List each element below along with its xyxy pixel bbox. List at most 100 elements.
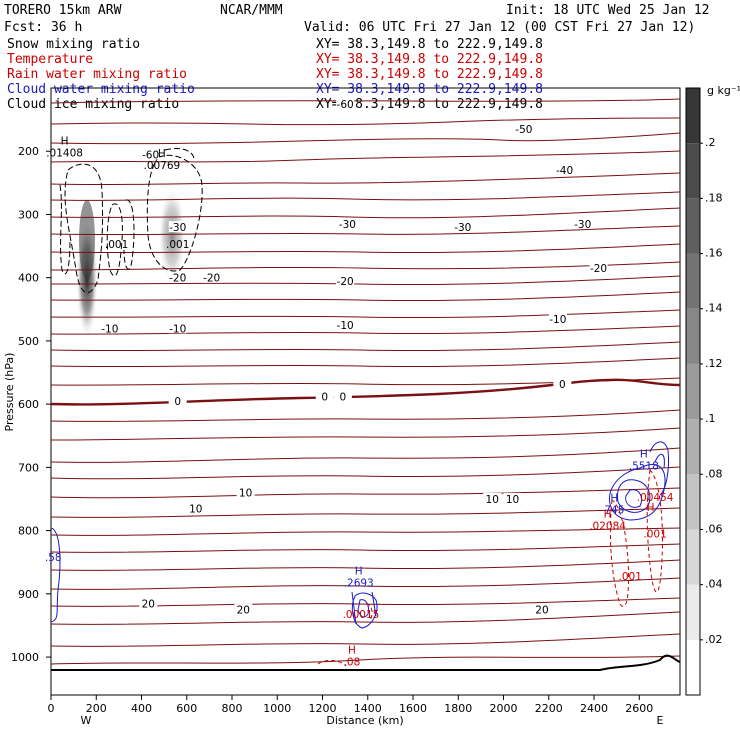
x-tick-label: 2000 [490,702,518,715]
extremum-value: 745 [604,505,624,517]
extremum-marker: H [158,148,166,160]
colorbar-tick-label: .12 [705,357,723,370]
extremum-value: .02084 [589,520,626,532]
colorbar-bin [686,639,700,695]
extremum-value: .00769 [143,160,180,172]
isotherm-label: 20 [237,605,250,617]
isotherm-label-bg [336,319,355,331]
isotherm-label: -20 [203,273,220,285]
isotherm-label: 10 [486,494,499,506]
isotherm-label: -10 [101,323,118,335]
colorbar-bin [686,529,700,585]
field-legend: Snow mixing ratio XY= 38.3,149.8 to 222.9… [7,37,543,112]
colorbar-unit: g kg⁻¹ [707,84,740,97]
field-name: Cloud water mixing ratio [7,82,195,97]
extremum-value: .2693 [344,577,374,589]
isotherm-label-bg [573,217,592,229]
extremum-value: .5518 [629,460,659,472]
isotherm-label-bg [336,97,355,109]
init-time: Init: 18 UTC Wed 25 Jan 12 [506,3,710,18]
isotherm-label: -30 [339,219,356,231]
colorbar-bin [686,474,700,530]
isotherm-label: -40 [556,165,573,177]
isotherm-label: -30 [574,219,591,231]
x-tick-label: 0 [48,702,55,715]
y-tick-label: 900 [18,588,39,601]
extremum-value: .001 [166,239,189,251]
field-name: Cloud ice mixing ratio [7,97,179,112]
field-xy: XY= 38.3,149.8 to 222.9,149.8 [316,37,543,52]
isotherm-label-bg [514,123,533,135]
isotherm-label: 10 [239,488,252,500]
isotherm-label-bg [100,322,119,334]
colorbar: .02 .04 .06 .08 .1 .12 .14 .16 .18 .2 [685,87,723,696]
x-tick-label: 2400 [580,702,608,715]
isotherm-label: 0 [321,392,328,404]
colorbar-tick-label: .14 [705,302,723,315]
isotherm-label-bg [555,164,574,176]
x-tick-label: 400 [131,702,152,715]
isotherm-label-bg [503,492,522,504]
isotherm-label: -30 [169,222,186,234]
colorbar-bin [686,198,700,254]
cloud-water-contours [51,441,669,629]
extremum-marker: H [348,644,356,656]
extremum-marker: H [604,508,612,520]
colorbar-frame [685,87,701,696]
colorbar-tick-label: .1 [705,412,716,425]
extremum-value: .58 [45,552,62,564]
isotherm-label: -20 [590,263,607,275]
extremum-value: .00015 [343,609,380,621]
y-axis-title: Pressure (hPa) [3,353,16,432]
y-tick-label: 1000 [11,651,39,664]
forecast-hour: Fcst: 36 h [4,20,82,35]
y-tick-label: 200 [18,145,39,158]
plot-frame [50,87,681,696]
extremum-value: .08 [344,656,361,668]
colorbar-bin [686,419,700,475]
isotherm-label-bg [202,271,221,283]
isotherm-label: 10 [506,494,519,506]
x-axis-title: Distance (km) [326,714,403,727]
colorbar-bin [686,88,700,144]
field-xy: XY= 38.3,149.8 to 222.9,149.8 [316,52,543,67]
colorbar-bin [686,584,700,640]
y-tick-label: 800 [18,525,39,538]
isotherm-label-bg [234,603,253,615]
model-title: TORERO 15km ARW [4,3,122,18]
isotherm-label: 0 [340,392,347,404]
extremum-value: .01408 [46,147,83,159]
y-tick-label: 600 [18,398,39,411]
extremum-marker: H [640,448,648,460]
colorbar-bin [686,363,700,420]
extremum-marker: H [355,565,363,577]
extremum-marker: H [61,135,69,147]
x-tick-label: 1200 [309,702,337,715]
isotherm-label-bg [236,486,255,498]
colorbar-tick-label: .04 [705,578,723,591]
x-tick-label: 600 [176,702,197,715]
isotherm-label: -10 [549,314,566,326]
x-tick-label: 1600 [399,702,427,715]
colorbar-tick-label: .06 [705,522,723,535]
extremum-value: .001 [643,529,666,541]
isotherm-label-bg [168,221,187,233]
isotherm-label-bg [168,322,187,334]
isotherm-label: -10 [337,320,354,332]
colorbar-bin [686,253,700,309]
x-tick-label: 1800 [444,702,472,715]
east-label: E [657,714,664,727]
extremum-marker: H [610,493,618,505]
isotherm-label-bg [315,390,334,402]
isotherm-label: 10 [189,503,202,515]
isotherm-label-bg [589,262,608,274]
colorbar-tick-label: .2 [705,136,716,149]
x-tick-label: 1400 [354,702,382,715]
isotherm-label-bg [336,274,355,286]
isotherm-label: 0 [174,396,181,408]
snow-shading-max-2 [158,192,186,288]
y-axis: 200 300 400 500 600 700 800 900 1000 [11,145,51,664]
y-tick-label: 300 [18,208,39,221]
west-label: W [81,714,92,727]
